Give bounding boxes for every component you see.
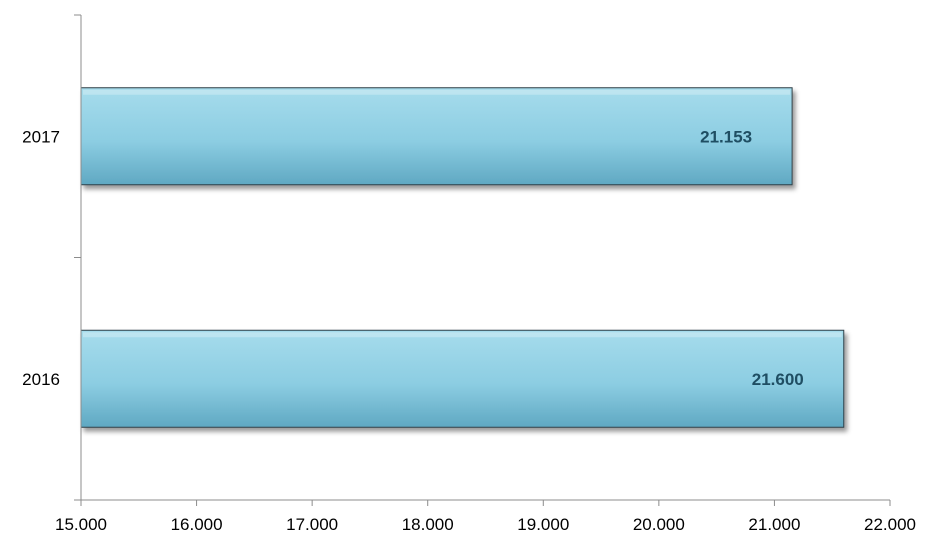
labels-group: 2016 21.600 2017 21.153 15.000 16.000 17.000 18… [22, 127, 916, 534]
category-label-2017: 2017 [22, 127, 60, 146]
x-tick-label-1: 16.000 [171, 515, 223, 534]
bar-2016 [80, 329, 845, 428]
x-tick-label-6: 21.000 [748, 515, 800, 534]
x-tick-label-4: 19.000 [517, 515, 569, 534]
x-tick-label-3: 18.000 [402, 515, 454, 534]
bar-highlight-2016 [83, 332, 842, 338]
bars-group [80, 87, 845, 428]
x-tick-label-2: 17.000 [286, 515, 338, 534]
axes-group [74, 14, 891, 506]
x-tick-label-5: 20.000 [633, 515, 685, 534]
category-label-2016: 2016 [22, 370, 60, 389]
bar-highlight-2017 [83, 89, 791, 95]
x-tick-label-0: 15.000 [55, 515, 107, 534]
value-label-2016: 21.600 [752, 370, 804, 389]
bar-2017 [80, 87, 793, 186]
x-tick-label-7: 22.000 [864, 515, 916, 534]
value-label-2017: 21.153 [700, 127, 752, 146]
